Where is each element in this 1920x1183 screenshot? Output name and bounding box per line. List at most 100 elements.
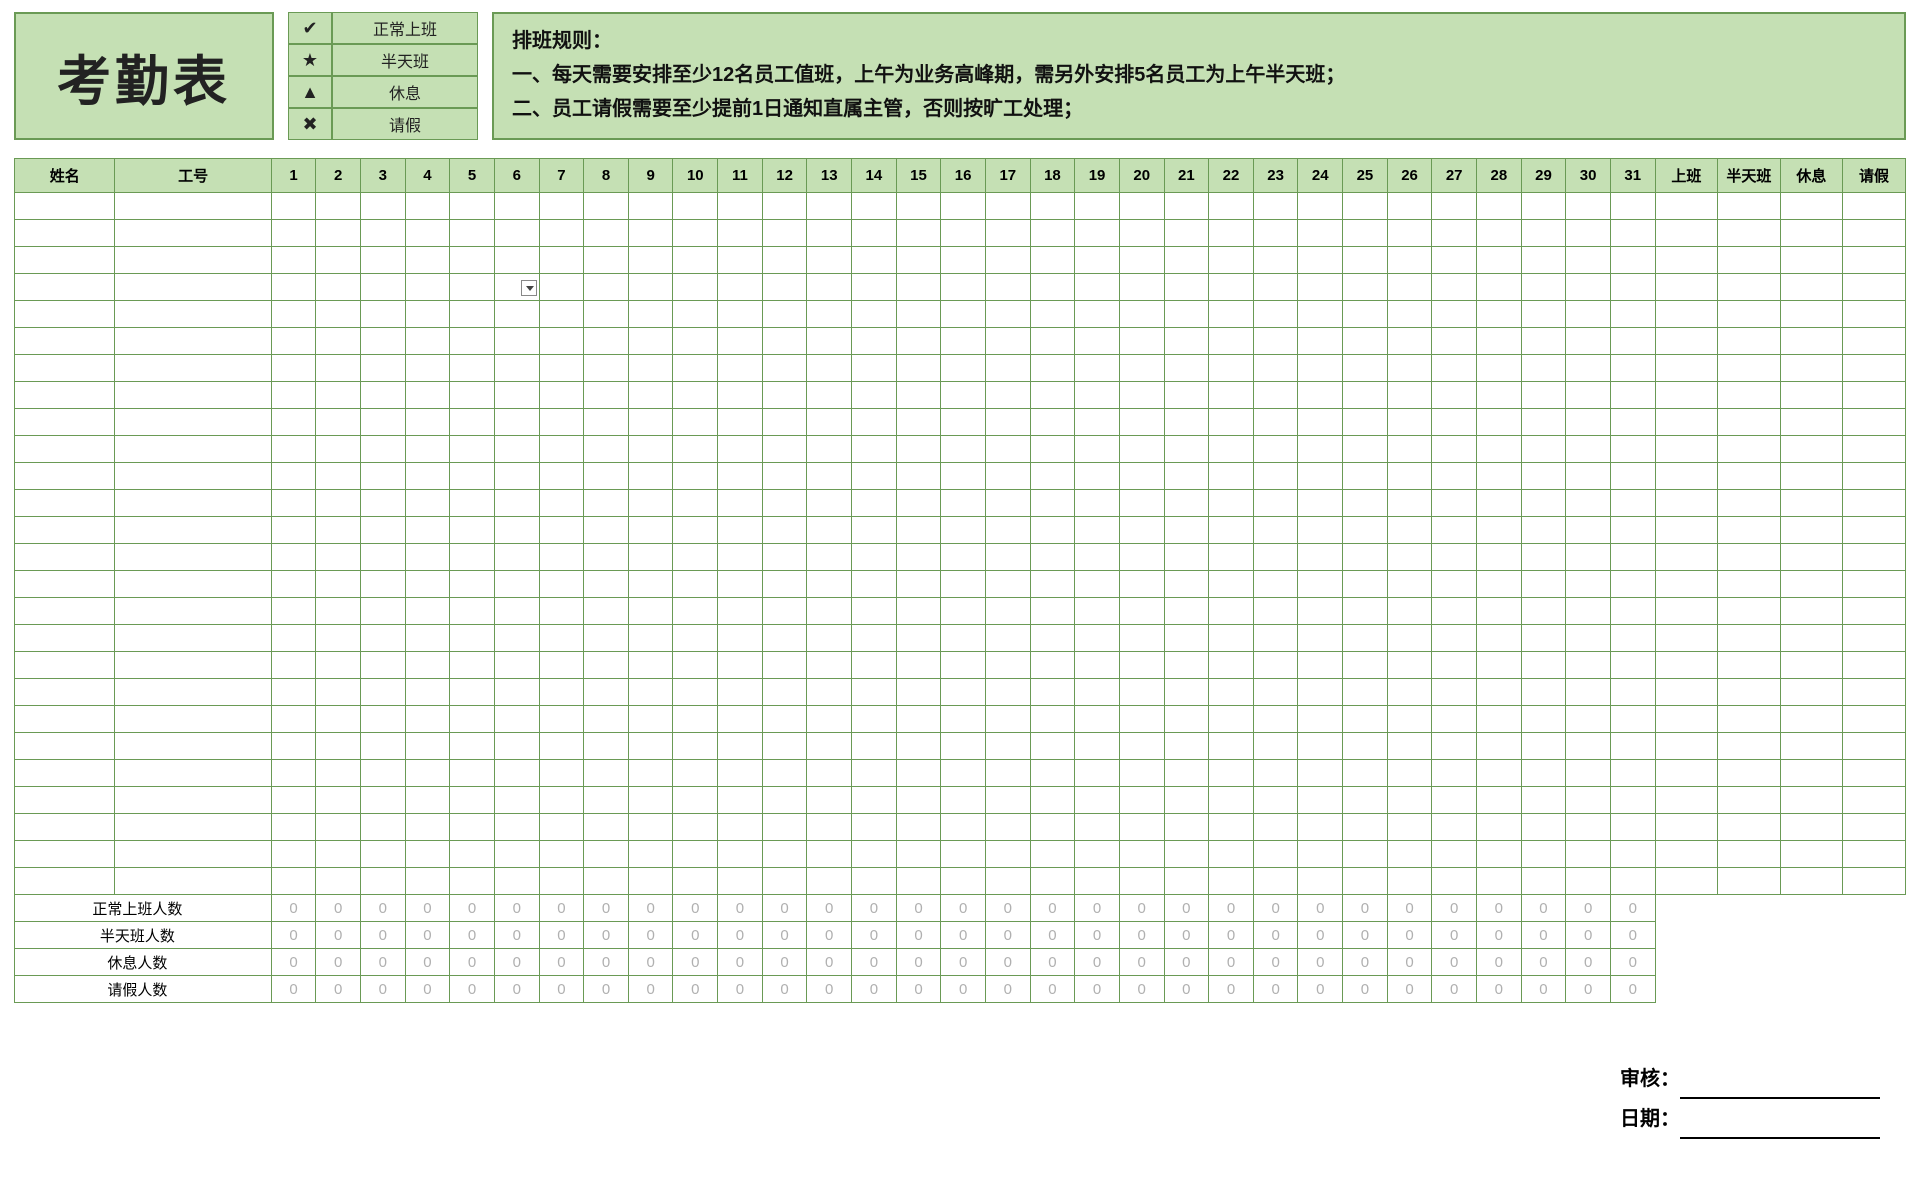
cell[interactable] [316, 382, 361, 409]
cell[interactable] [15, 760, 115, 787]
cell[interactable] [628, 841, 673, 868]
cell[interactable] [852, 301, 897, 328]
cell[interactable] [1521, 517, 1566, 544]
cell[interactable] [762, 679, 807, 706]
cell[interactable] [1655, 193, 1718, 220]
cell[interactable] [450, 544, 495, 571]
cell[interactable] [1253, 409, 1298, 436]
cell[interactable] [1209, 868, 1254, 895]
cell[interactable] [1075, 706, 1120, 733]
cell[interactable] [584, 247, 629, 274]
cell[interactable] [1030, 760, 1075, 787]
cell[interactable] [316, 355, 361, 382]
cell[interactable] [1298, 868, 1343, 895]
cell[interactable] [1298, 652, 1343, 679]
cell[interactable] [1521, 490, 1566, 517]
cell[interactable] [1718, 220, 1781, 247]
cell[interactable] [1477, 220, 1522, 247]
cell[interactable] [718, 247, 763, 274]
cell[interactable] [1075, 328, 1120, 355]
cell[interactable] [1343, 652, 1388, 679]
cell[interactable] [1119, 706, 1164, 733]
cell[interactable] [115, 625, 271, 652]
cell[interactable] [1566, 544, 1611, 571]
cell[interactable] [450, 436, 495, 463]
cell[interactable] [316, 652, 361, 679]
cell[interactable] [762, 328, 807, 355]
cell[interactable] [1030, 517, 1075, 544]
cell[interactable] [271, 301, 316, 328]
cell[interactable] [673, 625, 718, 652]
cell[interactable] [1610, 625, 1655, 652]
cell[interactable] [15, 220, 115, 247]
cell[interactable] [1718, 382, 1781, 409]
cell[interactable] [1610, 760, 1655, 787]
cell[interactable] [15, 571, 115, 598]
cell[interactable] [1030, 706, 1075, 733]
cell[interactable] [1164, 733, 1209, 760]
cell[interactable] [539, 220, 584, 247]
cell[interactable] [1655, 760, 1718, 787]
cell[interactable] [271, 490, 316, 517]
cell[interactable] [405, 301, 450, 328]
cell[interactable] [1521, 841, 1566, 868]
cell[interactable] [405, 193, 450, 220]
cell[interactable] [628, 274, 673, 301]
cell[interactable] [584, 598, 629, 625]
cell[interactable] [1343, 787, 1388, 814]
cell[interactable] [115, 814, 271, 841]
cell[interactable] [115, 328, 271, 355]
cell[interactable] [985, 814, 1030, 841]
cell[interactable] [807, 463, 852, 490]
cell[interactable] [1432, 571, 1477, 598]
cell[interactable] [539, 355, 584, 382]
cell[interactable] [1610, 436, 1655, 463]
cell[interactable] [1780, 652, 1843, 679]
cell[interactable] [985, 679, 1030, 706]
cell[interactable] [1780, 409, 1843, 436]
cell[interactable] [271, 463, 316, 490]
cell[interactable] [1780, 328, 1843, 355]
cell[interactable] [1075, 301, 1120, 328]
cell[interactable] [271, 571, 316, 598]
cell[interactable] [1718, 841, 1781, 868]
cell[interactable] [718, 598, 763, 625]
cell[interactable] [852, 706, 897, 733]
cell[interactable] [316, 625, 361, 652]
cell[interactable] [316, 247, 361, 274]
cell[interactable] [494, 571, 539, 598]
cell[interactable] [1432, 760, 1477, 787]
date-blank[interactable] [1680, 1115, 1880, 1139]
cell[interactable] [1298, 733, 1343, 760]
cell[interactable] [1780, 301, 1843, 328]
cell[interactable] [762, 706, 807, 733]
cell[interactable] [1477, 436, 1522, 463]
cell[interactable] [1655, 598, 1718, 625]
cell[interactable] [628, 436, 673, 463]
cell[interactable] [718, 463, 763, 490]
cell[interactable] [1075, 679, 1120, 706]
cell[interactable] [494, 868, 539, 895]
cell[interactable] [1343, 517, 1388, 544]
cell[interactable] [896, 490, 941, 517]
cell[interactable] [1387, 787, 1432, 814]
cell[interactable] [584, 517, 629, 544]
cell[interactable] [1075, 625, 1120, 652]
cell[interactable] [584, 355, 629, 382]
cell[interactable] [718, 625, 763, 652]
cell[interactable] [1209, 220, 1254, 247]
cell[interactable] [1343, 841, 1388, 868]
cell[interactable] [494, 814, 539, 841]
cell[interactable] [494, 247, 539, 274]
cell[interactable] [628, 652, 673, 679]
cell[interactable] [1253, 328, 1298, 355]
cell[interactable] [15, 274, 115, 301]
cell[interactable] [361, 544, 406, 571]
cell[interactable] [15, 652, 115, 679]
cell[interactable] [718, 841, 763, 868]
cell[interactable] [1298, 301, 1343, 328]
cell[interactable] [941, 571, 986, 598]
cell[interactable] [271, 274, 316, 301]
cell[interactable] [1298, 679, 1343, 706]
cell[interactable] [762, 463, 807, 490]
